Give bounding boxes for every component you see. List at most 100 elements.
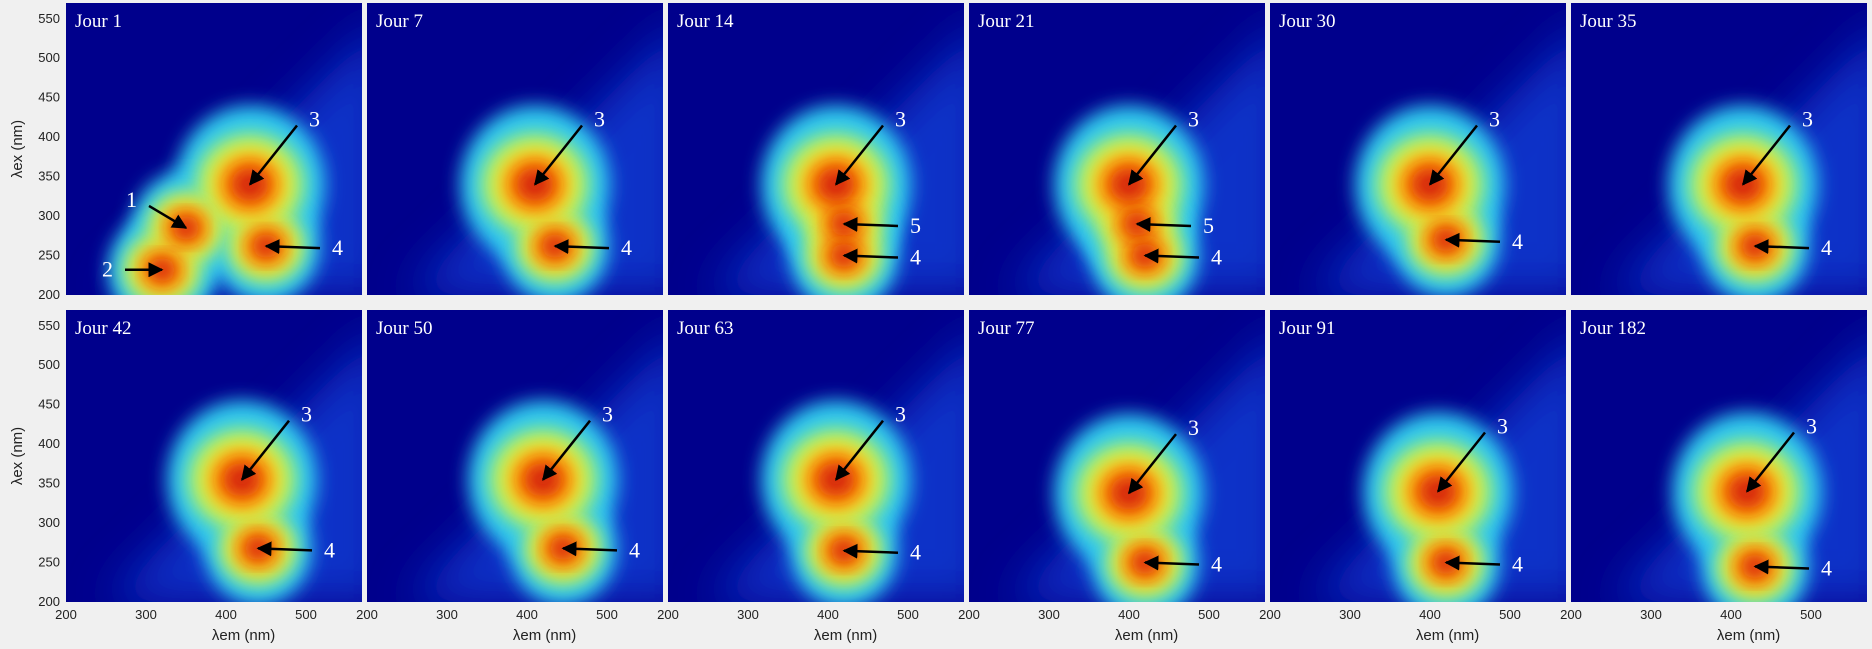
x-tick-label: 300 — [1339, 607, 1361, 622]
x-tick-label: 500 — [1499, 607, 1521, 622]
panel: Jour 1 3 1 2 4 — [66, 3, 362, 295]
heatmap — [668, 3, 964, 295]
heatmap — [1270, 3, 1566, 295]
x-tick-label: 400 — [817, 607, 839, 622]
y-axis-label: λex (nm) — [9, 427, 26, 485]
arrow — [842, 216, 899, 232]
arrow — [835, 124, 884, 186]
y-tick-label: 200 — [38, 594, 60, 609]
x-tick-label: 500 — [897, 607, 919, 622]
y-tick-label: 450 — [38, 397, 60, 412]
peak-label: 4 — [332, 235, 343, 260]
arrow — [1143, 555, 1200, 571]
panel-title: Jour 63 — [677, 318, 733, 339]
arrow — [835, 419, 884, 481]
y-tick-label: 350 — [38, 476, 60, 491]
peak-label: 4 — [629, 537, 640, 562]
arrow — [241, 419, 290, 481]
arrow — [534, 124, 583, 186]
x-tick-label: 500 — [1800, 607, 1822, 622]
y-tick-label: 500 — [38, 50, 60, 65]
arrow — [842, 248, 899, 264]
x-tick-label: 300 — [1038, 607, 1060, 622]
peak-label: 3 — [602, 402, 613, 427]
panel-title: Jour 35 — [1580, 11, 1636, 32]
arrow — [1746, 431, 1795, 493]
x-tick-label: 400 — [516, 607, 538, 622]
peak-label: 3 — [301, 402, 312, 427]
x-tick-label: 200 — [356, 607, 378, 622]
x-tick-label: 300 — [1640, 607, 1662, 622]
arrow — [542, 419, 591, 481]
peak-label: 5 — [1203, 213, 1214, 238]
peak-label: 4 — [621, 235, 632, 260]
arrow — [1128, 124, 1177, 186]
y-tick-label: 500 — [38, 357, 60, 372]
panel: Jour 182 3 4 — [1571, 310, 1867, 602]
panel-title: Jour 1 — [75, 11, 122, 32]
x-axis-label: λem (nm) — [1416, 627, 1479, 644]
peak-label: 4 — [910, 245, 921, 270]
peak-label: 3 — [1188, 415, 1199, 440]
arrow — [1128, 433, 1177, 495]
x-tick-label: 200 — [657, 607, 679, 622]
y-tick-label: 200 — [38, 287, 60, 302]
panel: Jour 14 3 5 4 — [668, 3, 964, 295]
peak-label: 4 — [1512, 229, 1523, 254]
panel-title: Jour 30 — [1279, 11, 1335, 32]
x-tick-label: 200 — [958, 607, 980, 622]
arrow — [1444, 555, 1501, 571]
y-tick-label: 450 — [38, 90, 60, 105]
panel: Jour 35 3 4 — [1571, 3, 1867, 295]
y-tick-label: 350 — [38, 169, 60, 184]
arrow — [1429, 124, 1478, 186]
arrow — [561, 541, 618, 557]
peak-label: 3 — [1806, 414, 1817, 439]
heatmap — [969, 310, 1265, 602]
x-tick-label: 200 — [1259, 607, 1281, 622]
panel-title: Jour 14 — [677, 11, 734, 32]
x-tick-label: 200 — [1560, 607, 1582, 622]
y-axis-label: λex (nm) — [9, 120, 26, 178]
x-tick-label: 400 — [215, 607, 237, 622]
x-axis-label: λem (nm) — [1115, 627, 1178, 644]
panel: Jour 21 3 5 4 — [969, 3, 1265, 295]
peak-label: 2 — [102, 257, 113, 282]
peak-label: 4 — [1821, 555, 1832, 580]
y-tick-label: 550 — [38, 11, 60, 26]
peak-label: 4 — [1821, 235, 1832, 260]
panel: Jour 77 3 4 — [969, 310, 1265, 602]
x-tick-label: 200 — [55, 607, 77, 622]
peak-label: 3 — [1188, 107, 1199, 132]
heatmap — [367, 3, 663, 295]
panel-title: Jour 21 — [978, 11, 1034, 32]
arrow — [1753, 239, 1810, 255]
peak-label: 3 — [1802, 107, 1813, 132]
arrow — [1135, 216, 1192, 232]
y-tick-label: 400 — [38, 436, 60, 451]
y-tick-label: 250 — [38, 248, 60, 263]
panel-title: Jour 91 — [1279, 318, 1335, 339]
arrow — [1437, 431, 1486, 493]
arrow — [148, 204, 188, 229]
arrow — [249, 124, 298, 186]
peak-label: 4 — [1512, 552, 1523, 577]
peak-label: 5 — [910, 213, 921, 238]
y-tick-label: 400 — [38, 129, 60, 144]
arrow — [1742, 124, 1791, 186]
arrow — [1753, 559, 1810, 575]
panel: Jour 42 3 4 — [66, 310, 362, 602]
panel-title: Jour 50 — [376, 318, 432, 339]
panel: Jour 63 3 4 — [668, 310, 964, 602]
peak-label: 4 — [1211, 552, 1222, 577]
arrow — [553, 239, 610, 255]
x-tick-label: 400 — [1118, 607, 1140, 622]
peak-label: 4 — [1211, 245, 1222, 270]
y-tick-label: 300 — [38, 515, 60, 530]
panel: Jour 7 3 4 — [367, 3, 663, 295]
arrow — [842, 543, 899, 559]
heatmap — [1270, 310, 1566, 602]
arrow — [1143, 248, 1200, 264]
panel-title: Jour 182 — [1580, 318, 1646, 339]
